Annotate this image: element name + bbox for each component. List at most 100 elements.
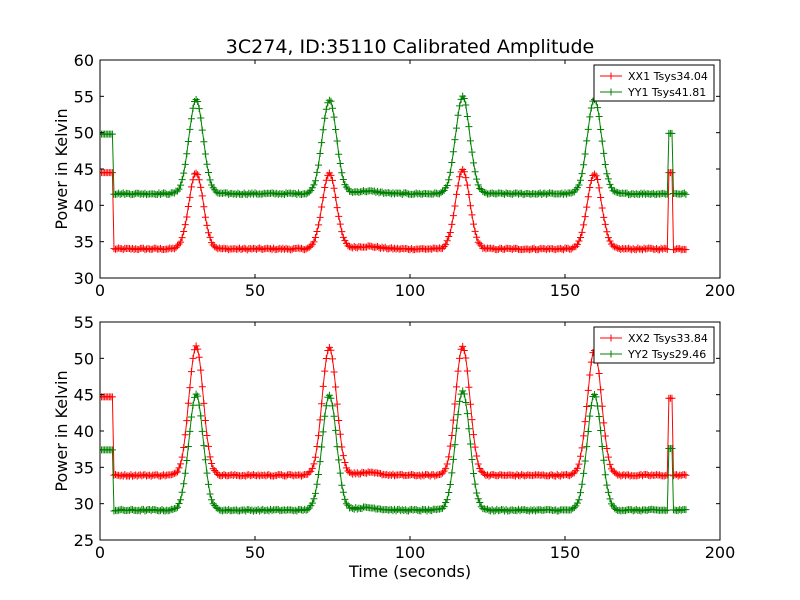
data-point <box>310 238 318 246</box>
data-point <box>298 472 305 480</box>
data-point <box>609 242 617 250</box>
data-point <box>558 245 566 253</box>
data-point <box>573 464 581 472</box>
data-point <box>305 243 313 251</box>
data-point <box>318 203 326 211</box>
data-point <box>316 458 324 466</box>
data-point <box>428 245 436 253</box>
legend-label: XX1 Tsys34.04 <box>628 70 708 83</box>
data-point <box>355 188 363 196</box>
data-point <box>311 234 319 242</box>
data-point <box>453 424 460 432</box>
data-point <box>446 228 454 236</box>
data-point <box>501 245 509 253</box>
data-point <box>460 94 468 102</box>
data-point <box>183 213 191 221</box>
data-point <box>547 471 555 479</box>
data-point <box>184 203 192 211</box>
data-point <box>184 399 192 407</box>
data-point <box>304 506 312 514</box>
data-point <box>604 175 612 183</box>
data-point <box>336 159 344 167</box>
data-point <box>115 244 123 252</box>
data-point <box>372 243 380 251</box>
data-point <box>465 425 473 433</box>
data-point <box>600 456 608 464</box>
data-point <box>194 345 202 353</box>
data-point <box>338 169 346 177</box>
data-point <box>201 417 209 425</box>
data-point <box>280 191 288 199</box>
data-point <box>119 246 127 254</box>
data-point <box>575 181 583 189</box>
data-point <box>200 399 208 407</box>
data-point <box>663 245 671 253</box>
data-point <box>453 190 460 198</box>
data-point <box>466 400 474 408</box>
data-point <box>580 432 588 440</box>
legend-label: XX2 Tsys33.84 <box>628 332 708 345</box>
data-point <box>485 472 493 480</box>
data-point <box>466 137 474 145</box>
data-point <box>604 488 612 496</box>
data-point <box>471 168 479 176</box>
data-point <box>575 460 583 468</box>
data-point <box>108 393 116 401</box>
y-tick-label: 55 <box>74 313 94 332</box>
data-point <box>668 169 676 177</box>
data-point <box>606 237 614 245</box>
data-point <box>583 137 591 145</box>
y-tick-label: 35 <box>74 458 94 477</box>
top-y-axis-label: Power in Kelvin <box>52 108 71 229</box>
data-point <box>329 355 336 363</box>
x-tick-label: 100 <box>395 281 426 300</box>
data-point <box>456 354 464 362</box>
data-point <box>144 245 152 253</box>
data-point <box>473 452 481 460</box>
data-point <box>342 464 350 472</box>
data-point <box>315 470 323 478</box>
data-point <box>206 490 214 498</box>
data-point <box>662 245 670 253</box>
data-point <box>166 506 174 514</box>
data-point <box>586 183 594 191</box>
data-point <box>332 126 340 134</box>
data-point <box>325 343 333 351</box>
data-point <box>578 444 586 452</box>
y-tick-label: 35 <box>74 233 94 252</box>
data-point <box>118 471 126 479</box>
data-point <box>567 189 575 197</box>
data-point <box>466 202 474 210</box>
data-point <box>311 453 319 461</box>
data-point <box>451 136 459 144</box>
data-point <box>445 453 453 461</box>
data-point <box>474 181 482 189</box>
data-point <box>584 386 592 394</box>
data-point <box>597 426 605 434</box>
data-point <box>339 233 347 241</box>
data-point <box>319 382 327 390</box>
data-point <box>201 456 209 464</box>
y-tick-label: 60 <box>74 51 94 70</box>
data-point <box>643 506 651 514</box>
data-point <box>682 246 690 254</box>
data-point <box>180 444 188 452</box>
data-point <box>363 188 371 196</box>
data-point <box>462 101 470 109</box>
data-point <box>583 203 591 211</box>
x-tick-label: 0 <box>95 281 105 300</box>
data-point <box>404 507 412 515</box>
data-point <box>161 472 169 480</box>
data-point <box>311 177 319 185</box>
data-point <box>225 246 233 254</box>
data-point <box>451 400 459 408</box>
y-tick-label: 30 <box>74 269 94 288</box>
data-point <box>463 410 471 418</box>
data-point <box>552 246 560 254</box>
data-point <box>211 466 219 474</box>
data-point <box>206 233 214 241</box>
data-point <box>682 190 690 198</box>
data-point <box>470 220 478 228</box>
data-point <box>637 507 645 515</box>
data-point <box>634 244 642 252</box>
